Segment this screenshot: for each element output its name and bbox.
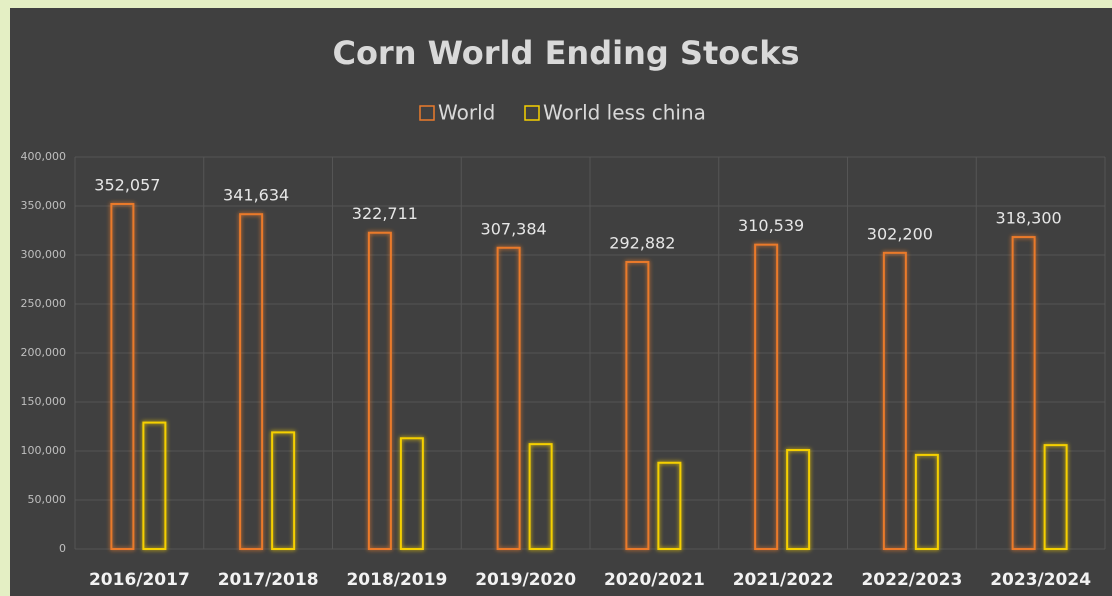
- bar: [754, 243, 779, 550]
- bar: [496, 246, 521, 551]
- bar: [528, 443, 553, 551]
- bar: [110, 202, 135, 551]
- x-tick-label: 2023/2024: [990, 570, 1091, 590]
- x-tick-label: 2016/2017: [89, 570, 190, 590]
- y-tick-label: 200,000: [21, 346, 67, 359]
- y-tick-label: 400,000: [21, 150, 67, 163]
- legend-swatch: [419, 105, 435, 121]
- bar: [1011, 236, 1036, 550]
- y-tick-label: 150,000: [21, 395, 67, 408]
- y-tick-label: 100,000: [21, 444, 67, 457]
- x-tick-label: 2019/2020: [475, 570, 576, 590]
- chart-title: Corn World Ending Stocks: [332, 34, 799, 72]
- bar: [399, 437, 424, 551]
- bar: [239, 213, 264, 551]
- y-tick-label: 250,000: [21, 297, 67, 310]
- bar: [142, 421, 167, 550]
- legend-label: World: [438, 101, 495, 125]
- chart-background: [10, 8, 1112, 596]
- x-tick-label: 2020/2021: [604, 570, 705, 590]
- value-label: 307,384: [481, 219, 547, 238]
- bar: [1043, 444, 1068, 550]
- x-tick-label: 2017/2018: [218, 570, 319, 590]
- value-label: 302,200: [867, 224, 933, 243]
- value-label: 322,711: [352, 204, 418, 223]
- bar: [786, 449, 811, 550]
- y-tick-label: 300,000: [21, 248, 67, 261]
- value-label: 318,300: [996, 209, 1062, 228]
- bar: [271, 431, 296, 551]
- bar: [657, 461, 682, 551]
- bar: [625, 260, 650, 550]
- x-tick-label: 2018/2019: [346, 570, 447, 590]
- x-tick-label: 2022/2023: [861, 570, 962, 590]
- bar: [914, 453, 939, 551]
- value-label: 292,882: [609, 233, 675, 252]
- y-tick-label: 50,000: [28, 493, 67, 506]
- bar: [882, 251, 907, 550]
- y-tick-label: 350,000: [21, 199, 67, 212]
- value-label: 310,539: [738, 216, 804, 235]
- value-label: 352,057: [94, 175, 160, 194]
- y-tick-label: 0: [59, 542, 66, 555]
- bar: [367, 231, 392, 550]
- x-tick-label: 2021/2022: [733, 570, 834, 590]
- legend-swatch: [524, 105, 540, 121]
- value-label: 341,634: [223, 186, 289, 205]
- legend-label: World less china: [543, 101, 706, 125]
